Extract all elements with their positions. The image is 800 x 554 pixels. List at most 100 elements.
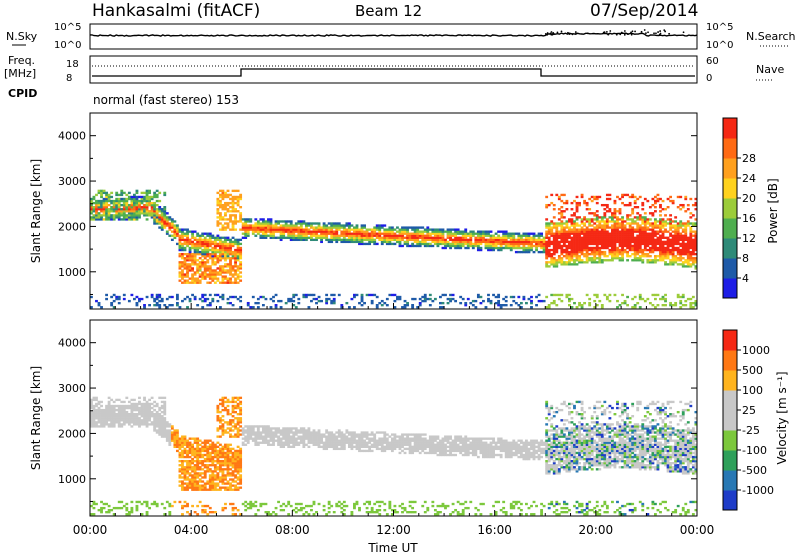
range-gate-cell (138, 396, 141, 400)
range-gate-cell (573, 222, 576, 225)
range-gate-cell (183, 257, 187, 260)
range-gate-cell (562, 201, 566, 205)
range-gate-cell (575, 222, 579, 225)
range-gate-cell (239, 433, 243, 436)
range-gate-cell (133, 216, 136, 219)
range-gate-cell (115, 398, 119, 402)
range-gate-cell (100, 410, 103, 414)
range-gate-cell (674, 248, 678, 252)
range-gate-cell (241, 443, 245, 446)
range-gate-cell (236, 297, 240, 301)
range-gate-cell (115, 197, 119, 201)
range-gate-cell (236, 273, 240, 276)
range-gate-cell (211, 476, 215, 479)
range-gate-cell (540, 232, 544, 235)
range-gate-cell (90, 306, 93, 309)
range-gate-cell (221, 271, 225, 274)
range-gate-cell (626, 244, 630, 248)
range-gate-cell (365, 236, 369, 239)
range-gate-cell (206, 464, 210, 467)
range-gate-cell (299, 232, 303, 235)
range-gate-cell (256, 306, 260, 309)
range-gate-cell (102, 199, 106, 203)
range-gate-cell (616, 257, 619, 260)
range-gate-cell (155, 431, 159, 434)
range-gate-cell (643, 299, 647, 303)
range-gate-cell (168, 224, 172, 227)
range-gate-cell (231, 451, 235, 455)
range-gate-cell (618, 212, 622, 215)
range-gate-cell (234, 480, 237, 483)
range-gate-cell (130, 197, 134, 201)
range-gate-cell (208, 244, 212, 248)
range-gate-cell (188, 277, 192, 280)
range-gate-cell (97, 189, 101, 193)
range-gate-cell (117, 404, 121, 408)
range-gate-cell (267, 427, 270, 430)
range-gate-cell (347, 232, 351, 235)
range-gate-cell (355, 236, 359, 239)
range-gate-cell (565, 232, 569, 235)
range-gate-cell (638, 246, 642, 250)
range-gate-cell (191, 466, 194, 469)
range-gate-cell (158, 222, 162, 225)
range-gate-cell (575, 242, 579, 246)
range-gate-cell (449, 228, 452, 231)
range-gate-cell (684, 248, 688, 252)
range-gate-cell (216, 255, 220, 258)
range-gate-cell (125, 208, 129, 211)
range-gate-cell (181, 269, 184, 272)
range-gate-cell (633, 216, 637, 219)
range-gate-cell (679, 222, 683, 225)
range-gate-cell (651, 246, 655, 250)
range-gate-cell (163, 406, 167, 410)
range-gate-cell (256, 508, 260, 512)
range-gate-cell (231, 506, 235, 510)
range-gate-cell (679, 234, 683, 237)
range-gate-cell (449, 244, 452, 248)
range-gate-cell (530, 236, 533, 239)
range-gate-cell (216, 238, 220, 242)
range-gate-cell (676, 232, 680, 235)
range-gate-cell (208, 484, 212, 487)
range-gate-cell (203, 273, 207, 276)
range-gate-cell (482, 240, 485, 244)
range-gate-cell (269, 433, 273, 436)
range-gate-cell (593, 257, 597, 260)
range-gate-cell (191, 269, 194, 272)
range-gate-cell (105, 214, 108, 217)
range-gate-cell (519, 238, 523, 242)
range-gate-cell (97, 214, 101, 217)
range-gate-cell (203, 238, 207, 242)
range-gate-cell (221, 248, 225, 252)
range-gate-cell (641, 261, 645, 264)
range-gate-cell (573, 261, 576, 264)
range-gate-cell (229, 201, 232, 205)
range-gate-cell (388, 234, 392, 237)
range-gate-cell (153, 208, 157, 211)
range-gate-cell (426, 228, 430, 231)
range-gate-cell (654, 230, 657, 233)
range-gate-cell (380, 236, 384, 239)
range-gate-cell (231, 281, 235, 284)
range-gate-cell (231, 484, 235, 487)
range-gate-cell (170, 226, 174, 229)
range-gate-cell (269, 224, 273, 227)
range-gate-cell (618, 208, 622, 211)
range-gate-cell (208, 480, 212, 483)
range-gate-cell (224, 263, 227, 266)
range-gate-cell (145, 423, 149, 426)
range-gate-cell (150, 212, 154, 215)
range-gate-cell (188, 484, 192, 487)
range-gate-cell (689, 265, 693, 268)
range-gate-cell (208, 248, 212, 252)
range-gate-cell (231, 240, 235, 244)
range-gate-cell (502, 297, 506, 301)
range-gate-cell (236, 468, 240, 471)
range-gate-cell (666, 242, 670, 246)
range-gate-cell (221, 431, 225, 434)
range-gate-cell (277, 500, 280, 504)
range-gate-cell (406, 242, 409, 246)
range-gate-cell (140, 210, 144, 213)
range-gate-cell (282, 441, 286, 444)
